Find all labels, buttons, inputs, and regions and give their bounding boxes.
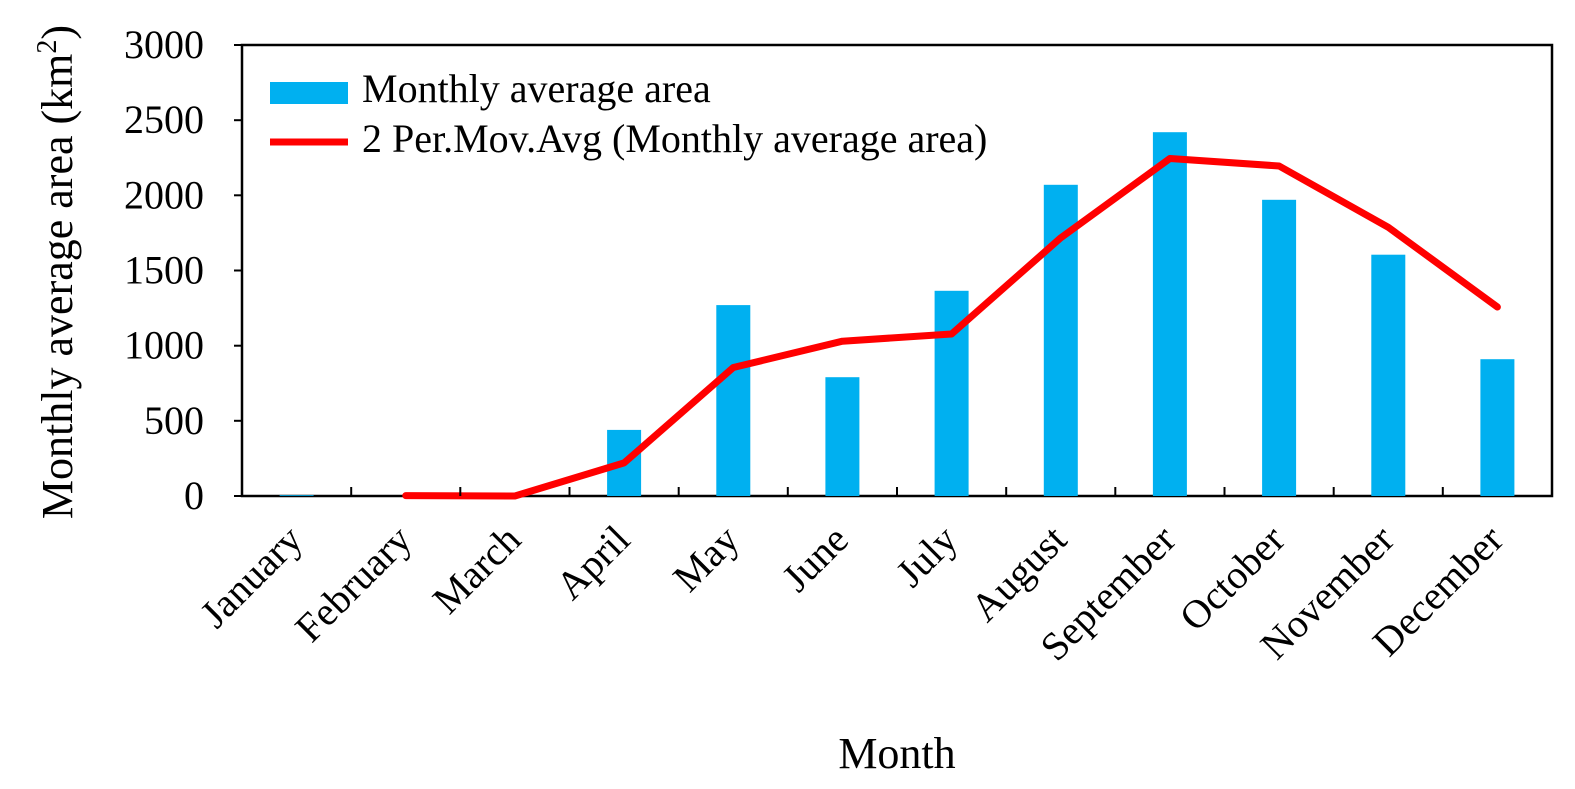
y-axis-title: Monthly average area (km2) <box>32 25 82 519</box>
x-tick-label-march: March <box>424 517 530 623</box>
bar-june <box>825 377 860 496</box>
bar-may <box>716 305 751 496</box>
x-axis-title: Month <box>838 729 955 778</box>
bar-january <box>279 495 314 496</box>
bar-september <box>1152 132 1187 496</box>
y-axis-title-superscript: 2 <box>32 40 63 54</box>
legend: Monthly average area 2 Per.Mov.Avg (Mont… <box>270 66 987 161</box>
y-tick-label-2000: 2000 <box>124 172 204 217</box>
bar-october <box>1262 199 1297 497</box>
bar-november <box>1371 254 1406 496</box>
y-tick-label-0: 0 <box>184 473 204 518</box>
x-tick-label-may: May <box>664 517 748 601</box>
x-tick-label-june: June <box>773 517 857 601</box>
x-tick-label-july: July <box>887 517 966 596</box>
legend-swatch-bar <box>270 82 348 104</box>
y-tick-label-1000: 1000 <box>124 323 204 368</box>
bar-december <box>1480 359 1515 496</box>
y-tick-label-3000: 3000 <box>124 22 204 67</box>
y-axis-title-suffix: ) <box>33 25 82 40</box>
plot-area-frame <box>240 43 1554 498</box>
y-tick-label-500: 500 <box>144 398 204 443</box>
legend-label-bar: Monthly average area <box>362 66 711 111</box>
line-series <box>402 155 1501 500</box>
legend-label-line: 2 Per.Mov.Avg (Monthly average area) <box>362 116 987 161</box>
y-tick-label-1500: 1500 <box>124 248 204 293</box>
y-tick-label-2500: 2500 <box>124 97 204 142</box>
y-axis: 0 500 1000 1500 2000 2500 3000 <box>124 22 242 518</box>
x-tick-label-february: February <box>286 517 420 651</box>
x-tick-label-april: April <box>547 517 639 609</box>
